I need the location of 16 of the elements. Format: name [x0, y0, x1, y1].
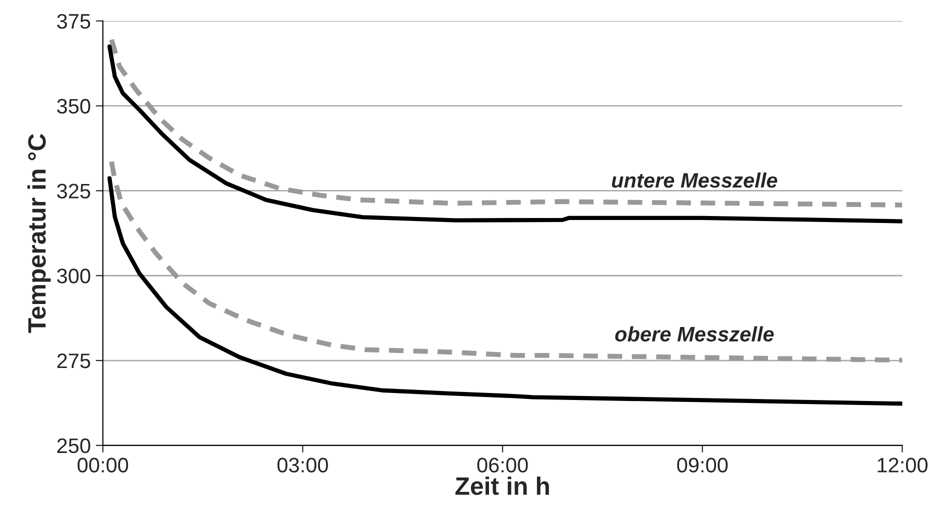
y-axis-title: Temperatur in °C	[27, 134, 51, 333]
y-tick-label: 325	[57, 184, 90, 198]
annotation: obere Messzelle	[615, 326, 774, 342]
y-tick-label: 350	[57, 98, 90, 114]
y-tick-label: 275	[57, 354, 90, 368]
y-tick-label: 250	[57, 438, 90, 454]
x-axis-title: Zeit in h	[455, 476, 549, 495]
x-tick-label: 00:00	[78, 458, 128, 473]
y-tick-label: 300	[57, 268, 90, 284]
annotation: untere Messzelle	[612, 172, 778, 188]
line-series	[109, 159, 902, 363]
x-tick-label: 12:00	[878, 458, 928, 473]
x-tick-label: 09:00	[677, 458, 728, 473]
y-tick-label: 375	[57, 14, 90, 29]
x-tick-label: 06:00	[477, 458, 528, 473]
x-tick-label: 03:00	[277, 458, 328, 473]
